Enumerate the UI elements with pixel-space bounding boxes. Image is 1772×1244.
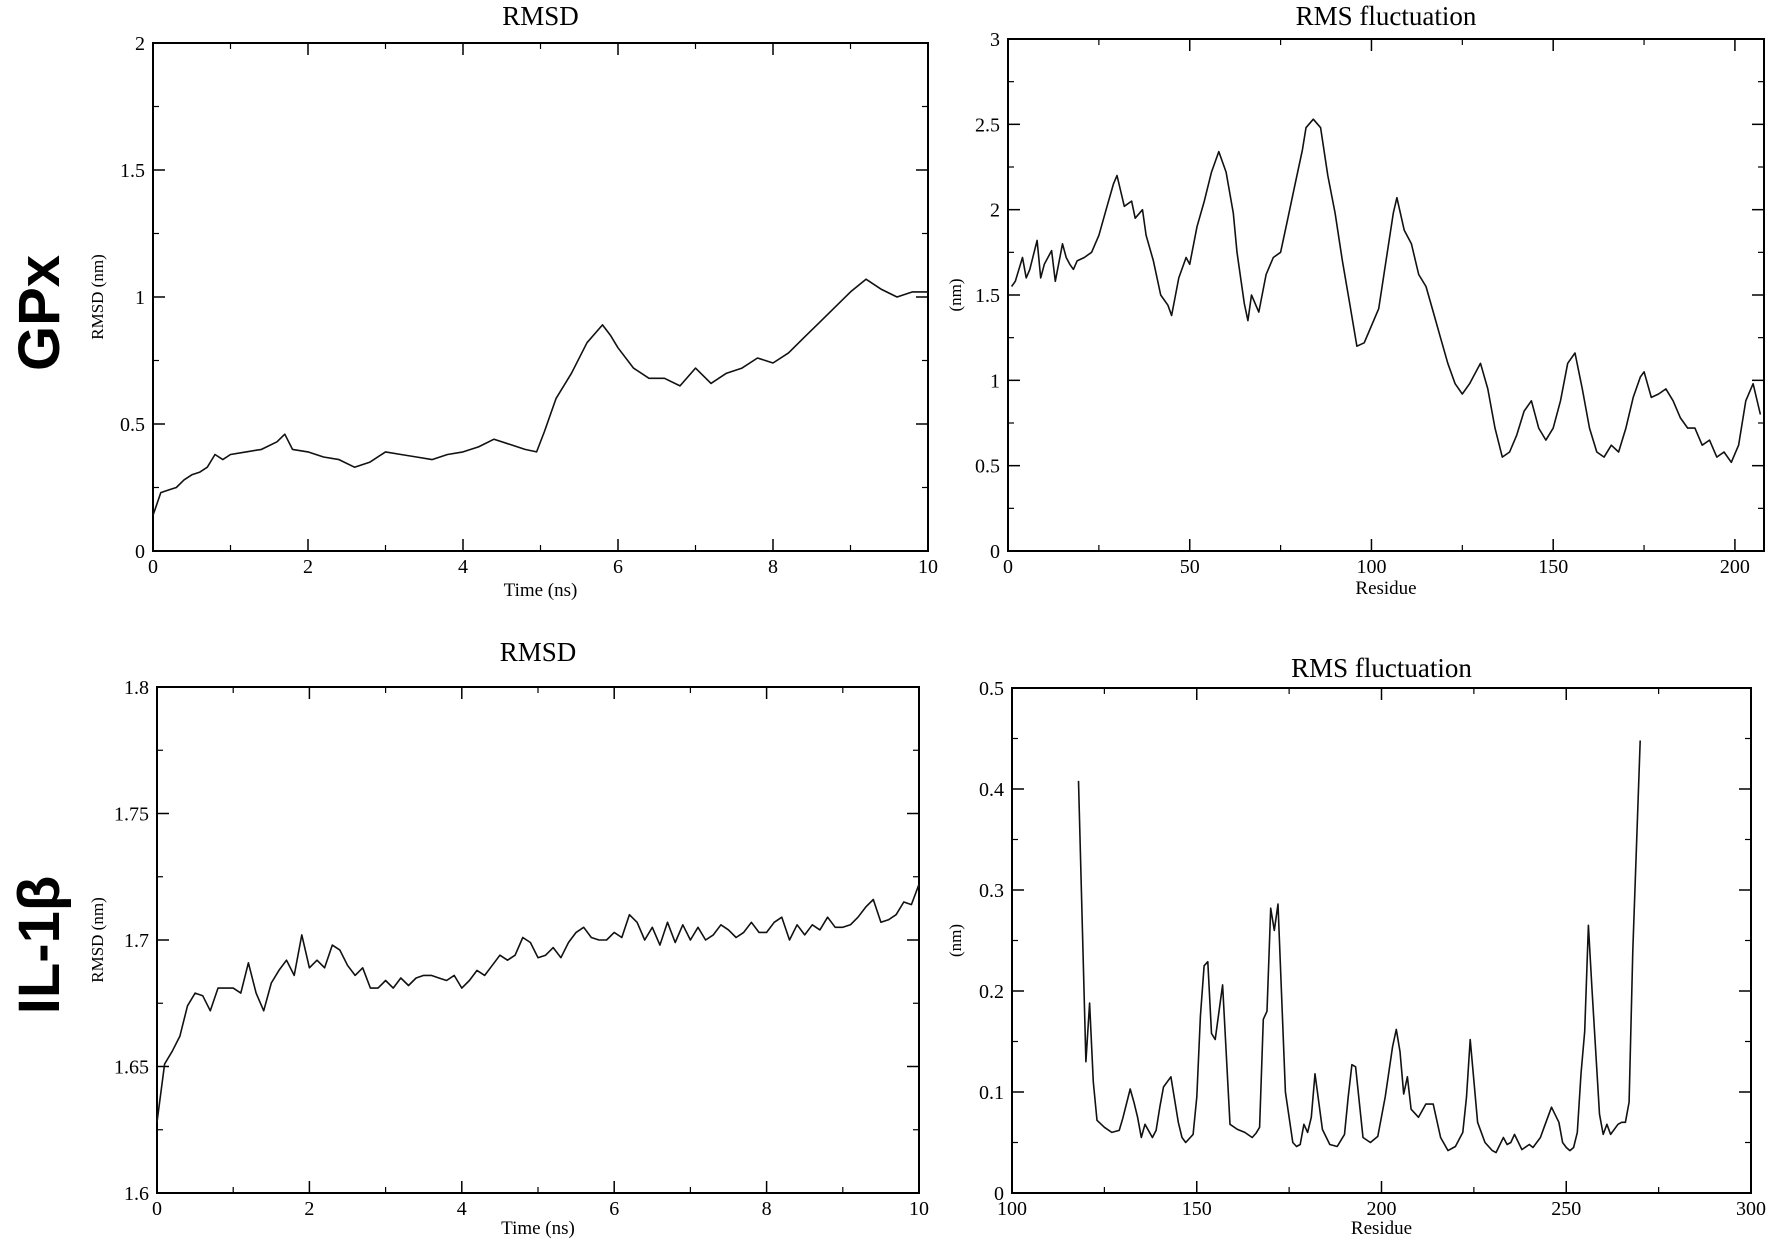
x-tick-label: 4: [457, 1198, 467, 1220]
y-tick-label: 0.3: [979, 880, 1004, 902]
x-tick-label: 250: [1551, 1198, 1581, 1220]
y-axis-label: (nm): [946, 278, 965, 311]
y-tick-label: 0: [994, 1183, 1004, 1205]
x-tick-label: 2: [303, 556, 313, 578]
x-tick-label: 10: [909, 1198, 929, 1220]
x-tick-label: 50: [1180, 556, 1200, 578]
y-axis-label: RMSD (nm): [88, 254, 107, 339]
x-tick-label: 8: [762, 1198, 772, 1220]
x-tick-label: 200: [1367, 1198, 1397, 1220]
y-tick-label: 2.5: [975, 114, 1000, 136]
y-axis-label: (nm): [946, 924, 965, 957]
y-tick-label: 0.1: [979, 1082, 1004, 1104]
y-tick-label: 2: [135, 33, 145, 55]
y-tick-label: 1.8: [124, 677, 149, 699]
x-tick-label: 100: [1356, 556, 1386, 578]
x-tick-label: 150: [1182, 1198, 1212, 1220]
y-axis-label: RMSD (nm): [88, 897, 107, 982]
chart-panel-2: RMSD 0 2 4 6 8 10 1.6 1.65 1.7 1.75 1.8 Time (ns) RMS…: [88, 637, 929, 1239]
x-tick-label: 6: [613, 556, 623, 578]
chart-panel-1: RMS fluctuation 0 50 100 150 200 0 0.5 1 1.5 2 2.5 3…: [946, 1, 1765, 599]
plot-frame: [156, 686, 920, 1194]
y-tick-label: 1.5: [975, 285, 1000, 307]
x-tick-label: 10: [918, 556, 938, 578]
chart-panel-0: RMSD 0 2 4 6 8 10 0 0.5 1 1.5 2 Time (ns) RMSD (nm): [88, 1, 938, 601]
series-line-0: [1077, 740, 1641, 1154]
y-tick-label: 1.6: [124, 1183, 149, 1205]
x-tick-label: 300: [1736, 1198, 1766, 1220]
y-tick-label: 3: [990, 29, 1000, 51]
x-tick-label: 8: [768, 556, 778, 578]
chart-title: RMS fluctuation: [1296, 1, 1477, 31]
y-tick-label: 2: [990, 200, 1000, 222]
y-tick-label: 1.75: [114, 804, 149, 826]
chart-title: RMS fluctuation: [1291, 653, 1472, 683]
y-tick-label: 1.65: [114, 1057, 149, 1079]
x-tick-label: 4: [458, 556, 468, 578]
x-axis-label: Time (ns): [504, 580, 578, 601]
chart-title: RMSD: [502, 1, 579, 31]
y-tick-label: 0.4: [979, 779, 1004, 801]
y-tick-label: 1: [135, 287, 145, 309]
series-line-0: [156, 884, 920, 1123]
x-tick-label: 100: [997, 1198, 1027, 1220]
chart-title: RMSD: [500, 637, 577, 667]
x-tick-label: 0: [148, 556, 158, 578]
y-tick-label: 0.2: [979, 981, 1004, 1003]
plot-frame: [152, 42, 929, 552]
y-tick-label: 1.5: [120, 160, 145, 182]
plot-frame: [1007, 38, 1765, 552]
y-tick-label: 0.5: [975, 456, 1000, 478]
chart-panel-3: RMS fluctuation 100 150 200 250 300 0 0.1 0.2 0.3…: [946, 653, 1766, 1239]
y-tick-label: 1.7: [124, 930, 149, 952]
series-line-0: [1010, 118, 1762, 464]
y-tick-label: 0.5: [979, 678, 1004, 700]
x-tick-label: 0: [152, 1198, 162, 1220]
y-tick-label: 0: [990, 541, 1000, 563]
x-tick-label: 2: [304, 1198, 314, 1220]
x-axis-label: Residue: [1351, 1218, 1412, 1239]
x-axis-label: Residue: [1355, 578, 1416, 599]
x-tick-label: 150: [1538, 556, 1568, 578]
x-axis-label: Time (ns): [501, 1218, 575, 1239]
y-tick-label: 0.5: [120, 414, 145, 436]
y-tick-label: 0: [135, 541, 145, 563]
y-tick-label: 1: [990, 370, 1000, 392]
x-tick-label: 0: [1003, 556, 1013, 578]
x-tick-label: 200: [1720, 556, 1750, 578]
x-tick-label: 6: [609, 1198, 619, 1220]
series-line-0: [152, 278, 928, 516]
